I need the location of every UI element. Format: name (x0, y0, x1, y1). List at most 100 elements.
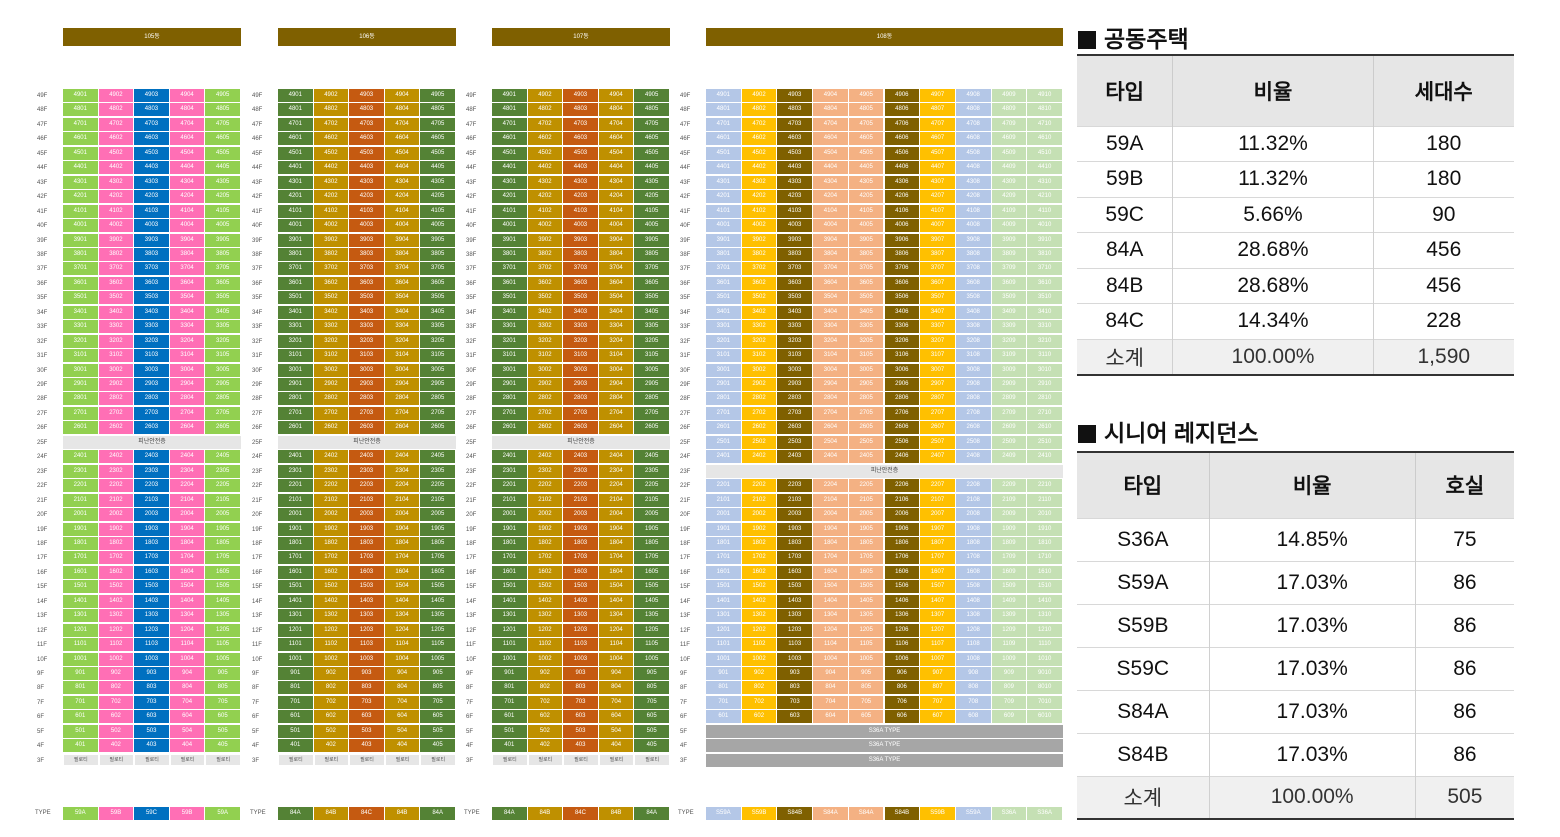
unit-cell: 3201 (63, 334, 98, 348)
floor-label: 45F (252, 150, 263, 157)
unit-cell: 2601 (63, 421, 98, 435)
unit-cell: 1603 (134, 565, 169, 579)
unit-cell: 4608 (955, 132, 991, 146)
unit-cell: 3804 (813, 247, 848, 261)
unit-cell: 908 (955, 667, 991, 680)
table-cell: 14.34% (1172, 303, 1374, 339)
unit-cell: 1408 (955, 594, 991, 608)
unit-cell: 702 (98, 695, 134, 709)
floor-label: 19F (252, 526, 263, 533)
unit-cell: 1808 (955, 536, 991, 550)
unit-cell: 3402 (741, 305, 777, 319)
unit-cell: 1403 (349, 594, 384, 608)
unit-cell: 2409 (991, 450, 1027, 464)
unit-cell: 2604 (169, 421, 205, 435)
floor-label: 40F (252, 223, 263, 230)
unit-cell: 3304 (169, 320, 205, 334)
pilotis-cell: 필로티 (99, 754, 134, 765)
unit-cell: 1301 (706, 609, 741, 623)
unit-cell: 3302 (741, 320, 777, 334)
unit-cell: 1301 (278, 609, 313, 623)
floor-label: 11F (680, 642, 690, 649)
unit-cell: 1107 (920, 638, 955, 652)
unit-cell: 4304 (813, 175, 848, 189)
unit-cell: 1005 (634, 652, 669, 666)
unit-cell: 4501 (63, 146, 98, 160)
unit-cell: 4806 (884, 103, 920, 117)
table-row: S36A 14.85% 75 (1077, 517, 1514, 561)
unit-cell: 2804 (384, 392, 420, 406)
unit-cell: 4603 (349, 132, 384, 146)
unit-cell: 4506 (884, 146, 920, 160)
unit-cell: 902 (98, 667, 134, 680)
unit-cell: 3405 (420, 305, 455, 319)
unit-cell: 903 (134, 667, 169, 680)
unit-cell: 1802 (98, 536, 134, 550)
unit-cell: 3904 (169, 233, 205, 247)
unit-cell: 4301 (492, 175, 527, 189)
unit-cell: 2401 (706, 450, 741, 464)
floor-label: 21F (680, 497, 691, 504)
unit-cell: 1304 (169, 609, 205, 623)
housing-title-text: 공동주택 (1104, 26, 1189, 52)
unit-cell: 1807 (920, 536, 955, 550)
unit-cell: 4001 (706, 219, 741, 233)
type-cell: S84A (813, 807, 848, 820)
unit-cell: 1101 (706, 638, 741, 652)
unit-cell: 4804 (384, 103, 420, 117)
unit-cell: 3701 (63, 262, 98, 276)
unit-cell: 1504 (384, 580, 420, 594)
unit-cell: 3306 (884, 320, 920, 334)
floor-label: 49F (680, 93, 691, 99)
pilotis-cell: 필로티 (564, 754, 598, 765)
floor-label: 48F (37, 107, 48, 114)
type-cell: S84B (777, 807, 813, 820)
unit-cell: 4904 (169, 89, 205, 102)
unit-cell: 903 (349, 667, 384, 680)
unit-cell: 2705 (848, 406, 884, 420)
unit-cell: 1804 (598, 536, 634, 550)
unit-cell: 4509 (991, 146, 1027, 160)
unit-cell: 405 (205, 739, 240, 753)
unit-cell: 2304 (169, 464, 205, 478)
unit-cell: 4206 (884, 190, 920, 204)
unit-cell: 3002 (741, 363, 777, 377)
floor-label: 23F (466, 468, 477, 475)
unit-cell: 3603 (134, 276, 169, 290)
unit-cell: 2706 (884, 406, 920, 420)
unit-cell: 3208 (955, 334, 991, 348)
unit-cell: 3705 (205, 262, 240, 276)
unit-cell: 2405 (634, 450, 669, 464)
unit-cell: 4910 (1027, 89, 1062, 102)
unit-cell: 3705 (634, 262, 669, 276)
floor-label: 46F (37, 136, 48, 143)
unit-cell: 4205 (634, 190, 669, 204)
floor-label: 9F (252, 671, 260, 677)
unit-cell: 4302 (313, 175, 349, 189)
unit-cell: 4002 (527, 219, 563, 233)
unit-cell: 2801 (278, 392, 313, 406)
unit-cell: 3804 (598, 247, 634, 261)
unit-cell: 404 (169, 739, 205, 753)
type-cell: 59C (134, 807, 169, 820)
unit-cell: 703 (349, 695, 384, 709)
unit-cell: 2205 (848, 479, 884, 493)
floor-label: 28F (37, 396, 48, 403)
unit-cell: 2601 (492, 421, 527, 435)
unit-cell: 3504 (169, 291, 205, 305)
unit-cell: 3703 (134, 262, 169, 276)
floor-label: 15F (466, 584, 477, 591)
unit-cell: 704 (813, 695, 848, 709)
unit-cell: 3106 (884, 349, 920, 363)
unit-cell: 1505 (848, 580, 884, 594)
unit-cell: 2002 (98, 508, 134, 522)
unit-cell: 3602 (527, 276, 563, 290)
unit-cell: 4103 (349, 204, 384, 218)
unit-cell: 1503 (349, 580, 384, 594)
pilotis-cell: 필로티 (528, 754, 563, 765)
unit-cell: 3702 (98, 262, 134, 276)
unit-cell: 3604 (384, 276, 420, 290)
unit-cell: 701 (63, 695, 98, 709)
unit-cell: 3204 (598, 334, 634, 348)
pilotis-cell: 필로티 (635, 754, 669, 765)
